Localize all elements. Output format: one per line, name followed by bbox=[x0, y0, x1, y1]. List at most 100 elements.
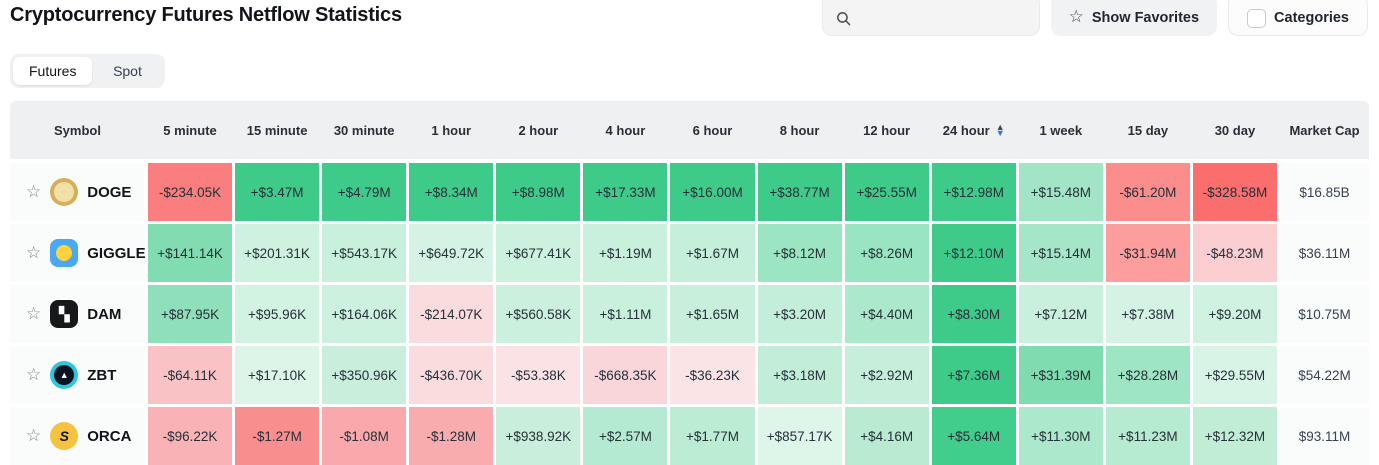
categories-button[interactable]: Categories bbox=[1228, 0, 1368, 36]
search-input[interactable] bbox=[859, 11, 1030, 27]
show-favorites-button[interactable]: ☆ Show Favorites bbox=[1050, 0, 1218, 36]
tab-futures[interactable]: Futures bbox=[13, 57, 93, 85]
column-header-label: 1 hour bbox=[431, 122, 472, 138]
netflow-cell: -$31.94M bbox=[1105, 224, 1190, 282]
favorite-star-icon[interactable]: ☆ bbox=[26, 182, 42, 201]
column-header-15-minute[interactable]: 15 minute bbox=[235, 101, 319, 159]
column-header-label: 15 day bbox=[1127, 122, 1169, 138]
column-header-label: 30 minute bbox=[333, 122, 395, 138]
column-header-5-minute[interactable]: 5 minute bbox=[148, 101, 232, 159]
column-header-1-week[interactable]: 1 week bbox=[1019, 101, 1103, 159]
netflow-cell: +$141.14K bbox=[148, 224, 233, 282]
netflow-cell: -$64.11K bbox=[148, 346, 233, 404]
symbol-cell[interactable]: ☆ ▚ DAM bbox=[10, 285, 145, 343]
table-header-row: Symbol 5 minute 15 minute 30 minute 1 hour 2 … bbox=[10, 101, 1369, 159]
column-header-30-minute[interactable]: 30 minute bbox=[322, 101, 406, 159]
netflow-cell: +$4.79M bbox=[322, 163, 407, 221]
netflow-cell: +$3.47M bbox=[235, 163, 320, 221]
symbol-cell[interactable]: ☆ ▲ ZBT bbox=[10, 346, 145, 404]
favorite-star-icon[interactable]: ☆ bbox=[26, 365, 42, 384]
netflow-cell: +$11.23M bbox=[1105, 407, 1190, 465]
column-header-label: 15 minute bbox=[246, 122, 308, 138]
netflow-cell: +$95.96K bbox=[235, 285, 320, 343]
netflow-cell: +$2.92M bbox=[844, 346, 929, 404]
sort-asc-arrow: ▲ bbox=[995, 122, 1005, 132]
netflow-cell: +$12.10M bbox=[931, 224, 1016, 282]
header-controls: ☆ Show Favorites Categories bbox=[821, 0, 1368, 36]
netflow-cell: +$938.92K bbox=[496, 407, 581, 465]
netflow-cell: +$87.95K bbox=[148, 285, 233, 343]
market-cap-cell: $54.22M bbox=[1279, 346, 1369, 404]
netflow-cell: +$543.17K bbox=[322, 224, 407, 282]
netflow-cell: +$677.41K bbox=[496, 224, 581, 282]
column-header-2-hour[interactable]: 2 hour bbox=[496, 101, 580, 159]
table-row[interactable]: ☆ ▚ DAM +$87.95K +$95.96K +$164.06K -$214.07K +… bbox=[10, 285, 1369, 343]
tab-spot[interactable]: Spot bbox=[113, 63, 142, 79]
market-cap-cell: $10.75M bbox=[1279, 285, 1369, 343]
symbol-cell[interactable]: ☆ GIGGLE bbox=[10, 224, 146, 282]
column-header-label: 6 hour bbox=[692, 122, 733, 138]
market-type-tabs: Futures Spot bbox=[10, 54, 166, 88]
netflow-cell: +$3.20M bbox=[757, 285, 842, 343]
netflow-cell: -$436.70K bbox=[409, 346, 494, 404]
sort-icon[interactable]: ▲ ▼ bbox=[995, 122, 1005, 138]
symbol-name: DAM bbox=[87, 305, 122, 323]
column-header-30-day[interactable]: 30 day bbox=[1193, 101, 1277, 159]
table-row[interactable]: ☆ DOGE -$234.05K +$3.47M +$4.79M +$8.34M +$8.9… bbox=[10, 163, 1369, 221]
show-favorites-label: Show Favorites bbox=[1091, 10, 1200, 26]
netflow-cell: +$29.55M bbox=[1192, 346, 1277, 404]
netflow-cell: +$201.31K bbox=[235, 224, 320, 282]
symbol-cell[interactable]: ☆ DOGE bbox=[10, 163, 145, 221]
symbol-name: ORCA bbox=[87, 427, 132, 445]
netflow-cell: +$1.11M bbox=[583, 285, 668, 343]
netflow-cell: +$12.32M bbox=[1192, 407, 1277, 465]
dam-coin-icon: ▚ bbox=[50, 300, 79, 328]
netflow-cell: +$4.40M bbox=[844, 285, 929, 343]
netflow-cell: +$17.10K bbox=[235, 346, 320, 404]
symbol-cell[interactable]: ☆ S ORCA bbox=[10, 407, 145, 465]
market-cap-cell: $16.85B bbox=[1279, 163, 1369, 221]
top-bar: Cryptocurrency Futures Netflow Statistic… bbox=[0, 0, 1379, 46]
column-header-6-hour[interactable]: 6 hour bbox=[670, 101, 754, 159]
favorite-star-icon[interactable]: ☆ bbox=[26, 243, 42, 262]
search-box[interactable] bbox=[821, 0, 1040, 36]
netflow-cell: +$9.20M bbox=[1192, 285, 1277, 343]
column-header-1-hour[interactable]: 1 hour bbox=[409, 101, 493, 159]
favorite-star-icon[interactable]: ☆ bbox=[26, 304, 42, 323]
netflow-cell: +$25.55M bbox=[844, 163, 929, 221]
table-row[interactable]: ☆ GIGGLE +$141.14K +$201.31K +$543.17K +$649.… bbox=[10, 224, 1369, 282]
netflow-cell: +$857.17K bbox=[757, 407, 842, 465]
netflow-cell: +$7.36M bbox=[931, 346, 1016, 404]
netflow-cell: +$16.00M bbox=[670, 163, 755, 221]
netflow-cell: +$7.38M bbox=[1105, 285, 1190, 343]
market-cap-cell: $36.11M bbox=[1279, 224, 1369, 282]
column-header-label: Market Cap bbox=[1289, 122, 1360, 138]
column-header-label: Symbol bbox=[54, 122, 101, 138]
categories-label: Categories bbox=[1274, 10, 1349, 26]
netflow-cell: +$28.28M bbox=[1105, 346, 1190, 404]
column-header-symbol[interactable]: Symbol bbox=[10, 101, 145, 159]
netflow-cell: +$7.12M bbox=[1018, 285, 1103, 343]
table-row[interactable]: ☆ S ORCA -$96.22K -$1.27M -$1.08M -$1.28M +$938… bbox=[10, 407, 1369, 465]
netflow-cell: +$164.06K bbox=[322, 285, 407, 343]
column-header-8-hour[interactable]: 8 hour bbox=[758, 101, 842, 159]
column-header-label: 30 day bbox=[1214, 122, 1256, 138]
categories-checkbox[interactable] bbox=[1247, 8, 1267, 28]
table-row[interactable]: ☆ ▲ ZBT -$64.11K +$17.10K +$350.96K -$436.70K -… bbox=[10, 346, 1369, 404]
symbol-name: ZBT bbox=[87, 366, 117, 384]
star-icon: ☆ bbox=[1068, 7, 1084, 26]
netflow-cell: +$5.64M bbox=[931, 407, 1016, 465]
column-header-12-hour[interactable]: 12 hour bbox=[845, 101, 929, 159]
orca-coin-icon: S bbox=[50, 422, 79, 450]
netflow-cell: -$1.27M bbox=[235, 407, 320, 465]
netflow-cell: -$214.07K bbox=[409, 285, 494, 343]
column-header-4-hour[interactable]: 4 hour bbox=[583, 101, 667, 159]
column-header-label: 24 hour bbox=[942, 122, 990, 138]
netflow-cell: +$12.98M bbox=[931, 163, 1016, 221]
column-header-24-hour[interactable]: 24 hour ▲ ▼ bbox=[932, 101, 1016, 159]
netflow-cell: -$1.28M bbox=[409, 407, 494, 465]
column-header-market-cap[interactable]: Market Cap bbox=[1280, 101, 1369, 159]
column-header-15-day[interactable]: 15 day bbox=[1106, 101, 1190, 159]
favorite-star-icon[interactable]: ☆ bbox=[26, 426, 42, 445]
netflow-cell: +$3.18M bbox=[757, 346, 842, 404]
